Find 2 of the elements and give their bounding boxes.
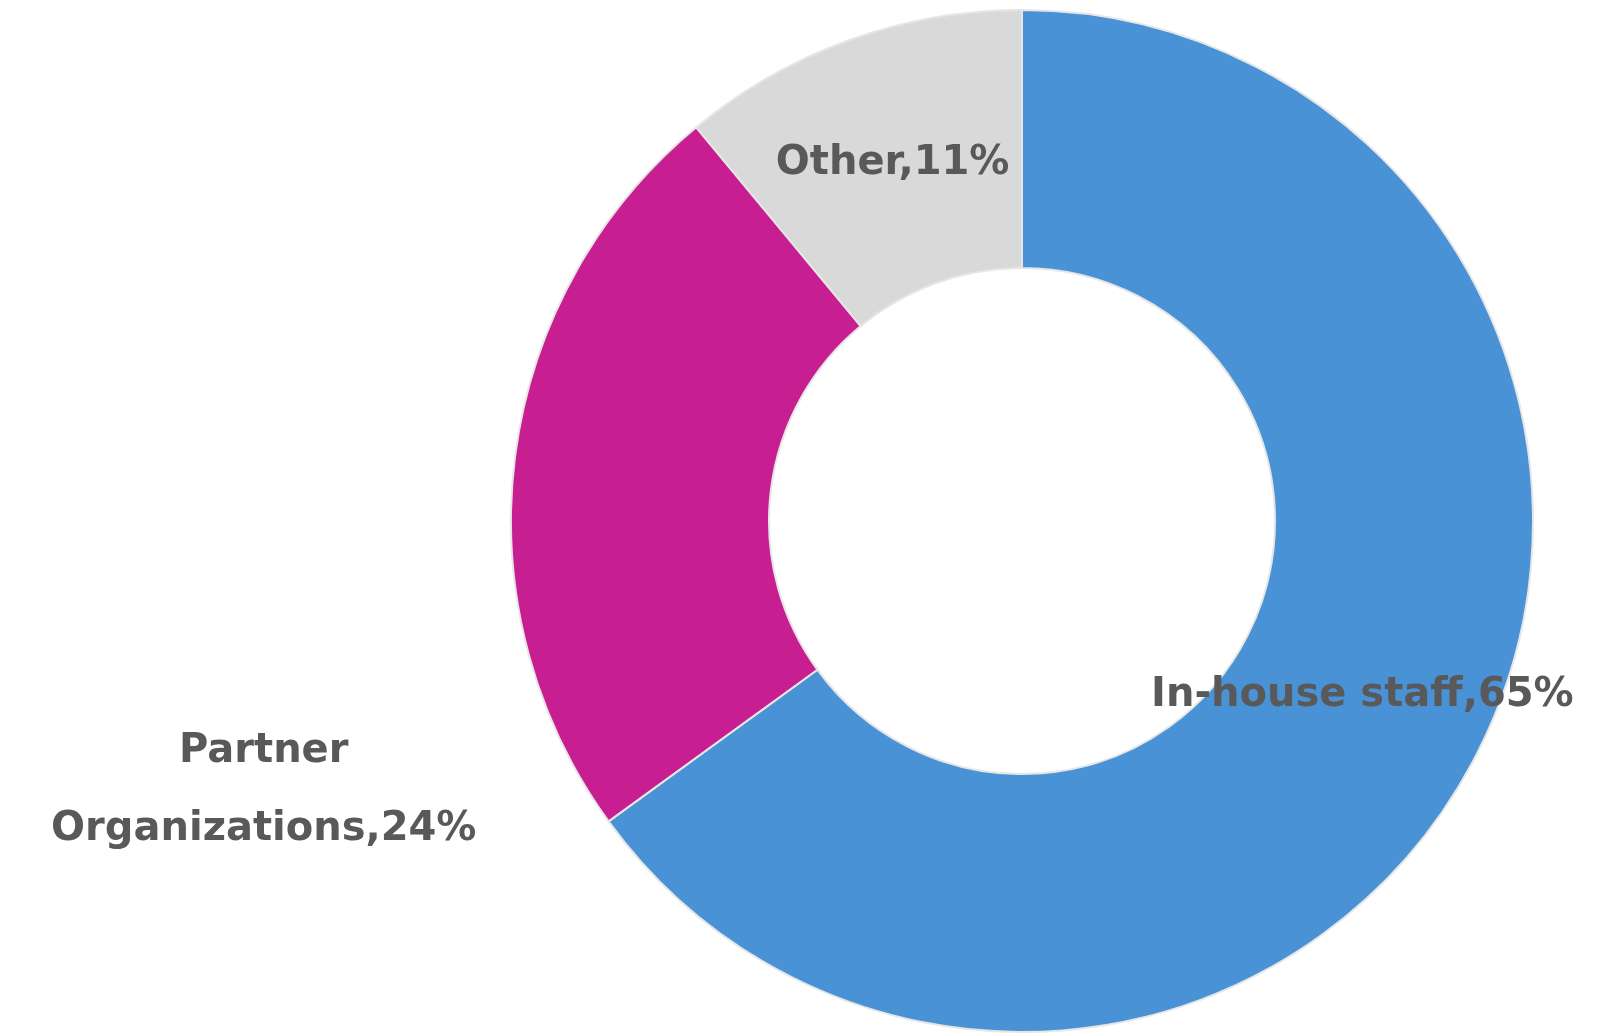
slice-label: Partner Organizations,24% — [51, 724, 477, 849]
slice-label: Other,11% — [775, 136, 1010, 183]
